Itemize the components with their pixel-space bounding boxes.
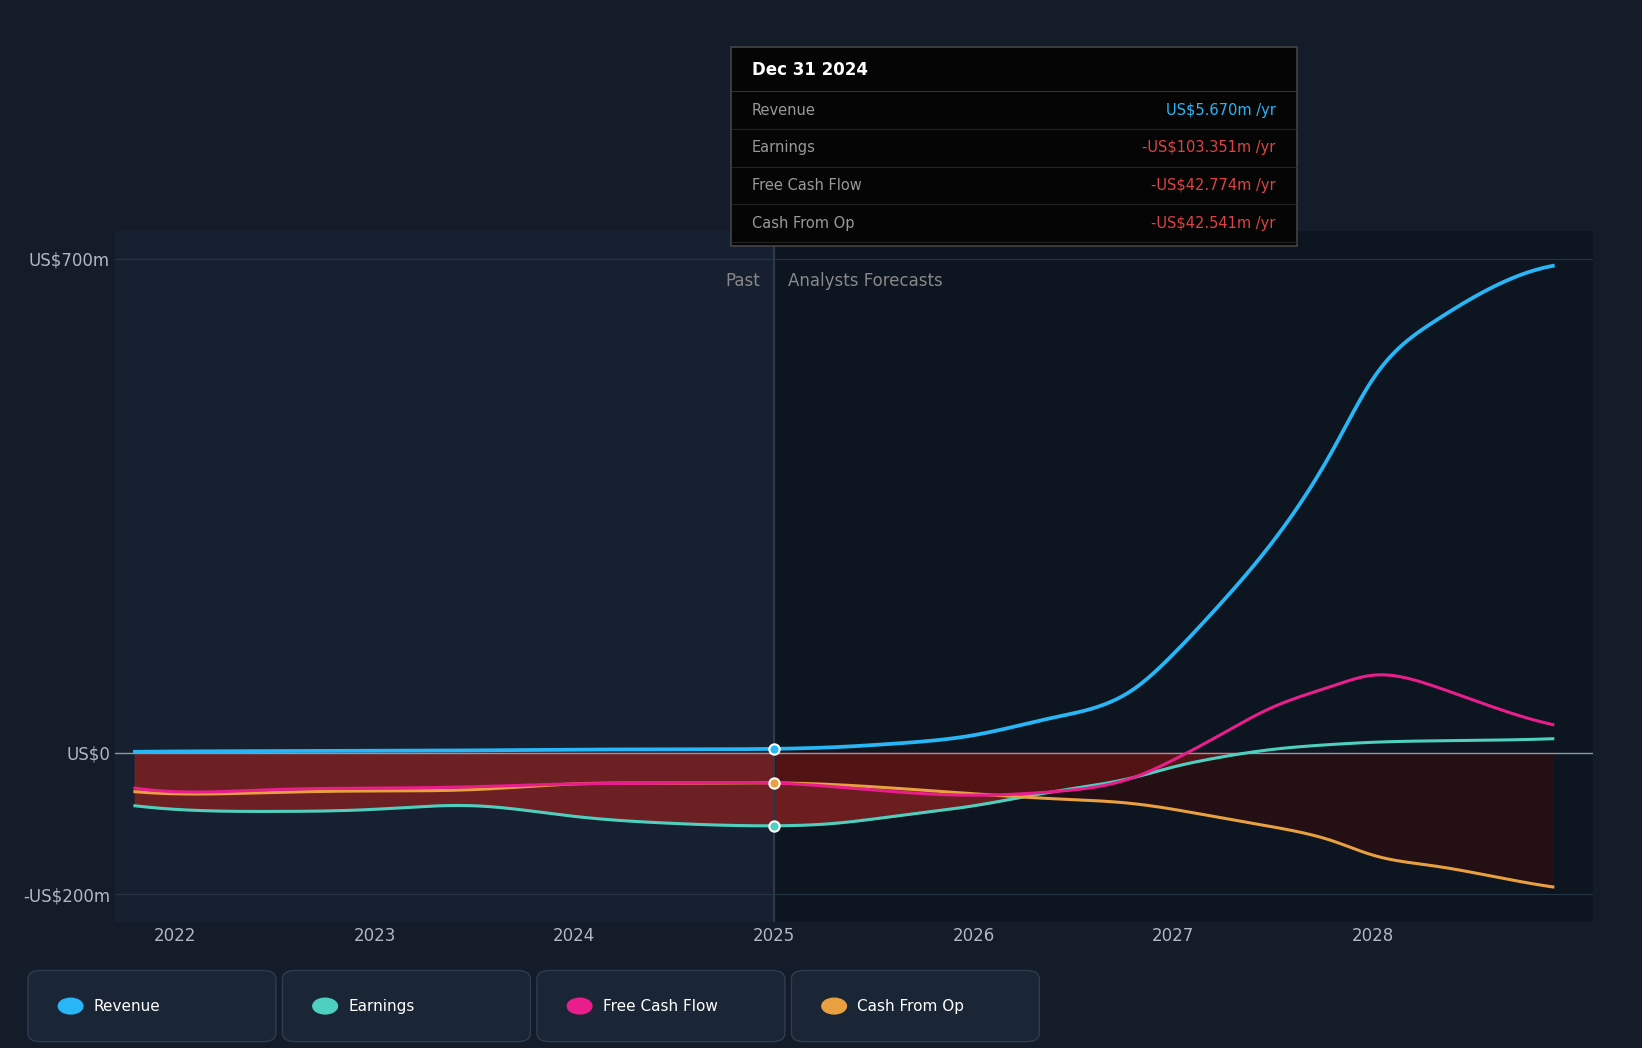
- Text: Cash From Op: Cash From Op: [857, 999, 964, 1013]
- Text: Earnings: Earnings: [348, 999, 414, 1013]
- Text: Revenue: Revenue: [752, 103, 816, 117]
- Text: Free Cash Flow: Free Cash Flow: [752, 178, 862, 193]
- Text: Revenue: Revenue: [94, 999, 161, 1013]
- Point: [760, 741, 787, 758]
- Text: -US$42.774m /yr: -US$42.774m /yr: [1151, 178, 1276, 193]
- Text: Earnings: Earnings: [752, 140, 816, 155]
- Point: [760, 817, 787, 834]
- Text: Past: Past: [726, 272, 760, 290]
- Text: Dec 31 2024: Dec 31 2024: [752, 61, 869, 79]
- Bar: [115, 231, 773, 922]
- Text: Analysts Forecasts: Analysts Forecasts: [788, 272, 943, 290]
- Text: Free Cash Flow: Free Cash Flow: [603, 999, 718, 1013]
- Text: Cash From Op: Cash From Op: [752, 216, 854, 231]
- Text: -US$103.351m /yr: -US$103.351m /yr: [1143, 140, 1276, 155]
- Point: [760, 774, 787, 791]
- Text: -US$42.541m /yr: -US$42.541m /yr: [1151, 216, 1276, 231]
- Text: US$5.670m /yr: US$5.670m /yr: [1166, 103, 1276, 117]
